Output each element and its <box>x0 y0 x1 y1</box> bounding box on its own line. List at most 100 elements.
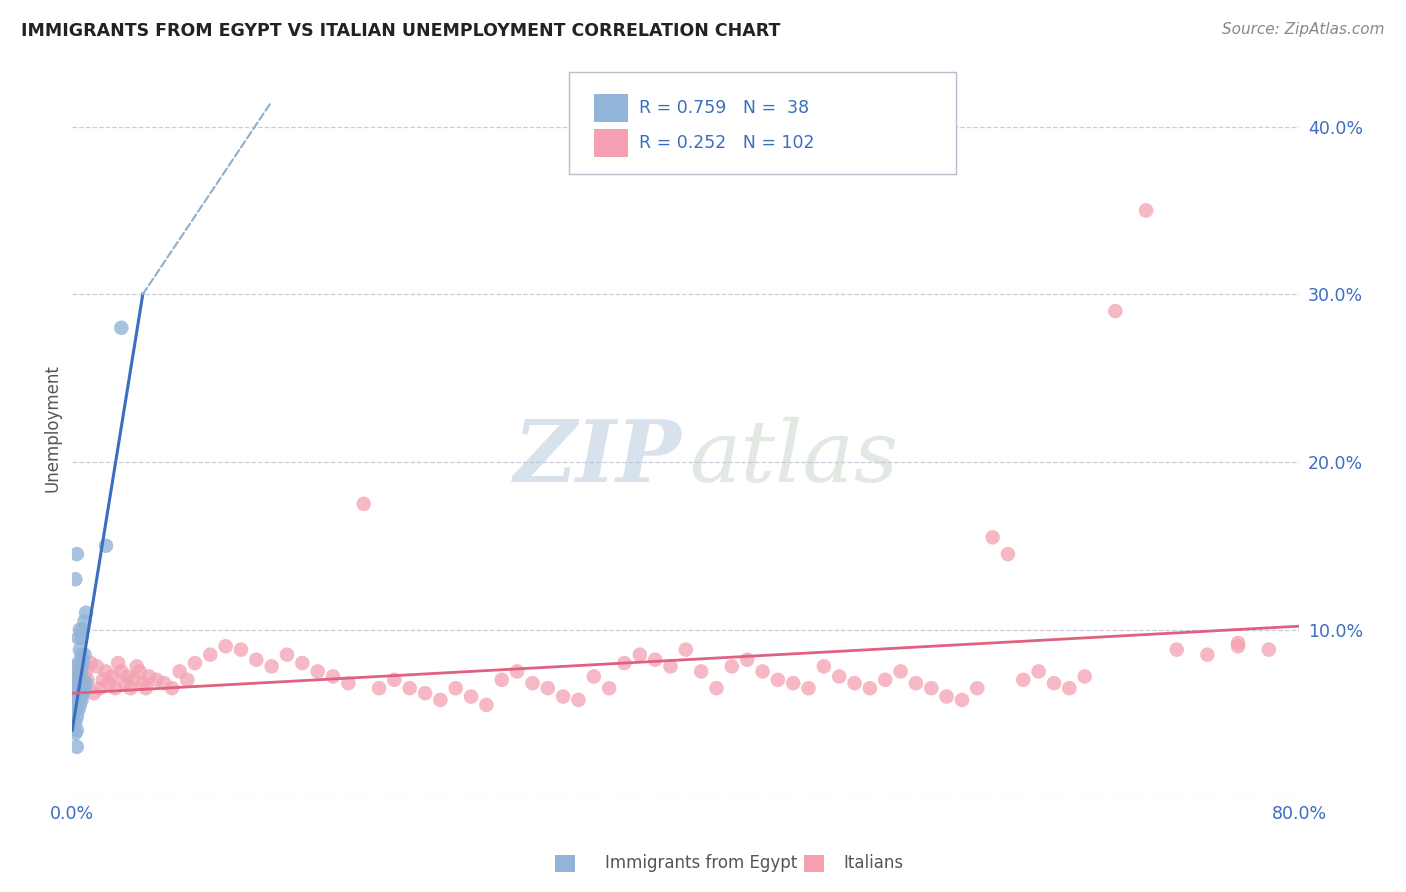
Point <box>117 669 139 683</box>
Point <box>70 665 93 679</box>
Point <box>110 665 132 679</box>
Point <box>145 673 167 687</box>
Point <box>70 665 93 679</box>
Point <box>1073 669 1095 683</box>
Point <box>62 706 84 721</box>
Point <box>65 676 87 690</box>
Point <box>981 530 1004 544</box>
Bar <box>593 129 628 157</box>
Text: Immigrants from Egypt: Immigrants from Egypt <box>605 855 797 872</box>
Point <box>950 693 973 707</box>
Point <box>122 673 145 687</box>
Point <box>73 648 96 662</box>
Point <box>69 642 91 657</box>
Point <box>797 681 820 696</box>
Point <box>65 714 87 729</box>
Point <box>659 659 682 673</box>
Point <box>69 669 91 683</box>
Point <box>89 681 111 696</box>
Point <box>491 673 513 687</box>
Point <box>828 669 851 683</box>
Point <box>72 656 94 670</box>
Point <box>69 623 91 637</box>
Point <box>107 656 129 670</box>
Point <box>125 659 148 673</box>
Point <box>72 676 94 690</box>
Point <box>98 676 121 690</box>
Point <box>70 648 93 662</box>
Point <box>120 681 142 696</box>
Point <box>460 690 482 704</box>
Point <box>1028 665 1050 679</box>
Point <box>67 703 90 717</box>
Text: IMMIGRANTS FROM EGYPT VS ITALIAN UNEMPLOYMENT CORRELATION CHART: IMMIGRANTS FROM EGYPT VS ITALIAN UNEMPLO… <box>21 22 780 40</box>
Text: R = 0.252   N = 102: R = 0.252 N = 102 <box>640 134 814 152</box>
Point <box>904 676 927 690</box>
Point <box>65 698 87 712</box>
Point <box>62 673 84 687</box>
Text: ZIP: ZIP <box>515 417 682 500</box>
Point <box>66 723 89 737</box>
Point <box>1197 648 1219 662</box>
Point <box>1043 676 1066 690</box>
Point <box>75 676 97 690</box>
Point <box>65 572 87 586</box>
Text: Italians: Italians <box>844 855 904 872</box>
Text: R = 0.759   N =  38: R = 0.759 N = 38 <box>640 98 810 117</box>
Point <box>128 665 150 679</box>
Point <box>413 686 436 700</box>
Point <box>67 681 90 696</box>
Point <box>598 681 620 696</box>
Point <box>65 681 87 696</box>
Point <box>73 681 96 696</box>
Point <box>444 681 467 696</box>
Point <box>132 676 155 690</box>
Point <box>66 739 89 754</box>
Point <box>582 669 605 683</box>
Point <box>353 497 375 511</box>
Point <box>1012 673 1035 687</box>
Point <box>65 676 87 690</box>
Point <box>291 656 314 670</box>
Point <box>307 665 329 679</box>
FancyBboxPatch shape <box>569 72 956 174</box>
Point <box>101 669 124 683</box>
Point <box>245 653 267 667</box>
Point <box>169 665 191 679</box>
Point <box>429 693 451 707</box>
Point <box>94 665 117 679</box>
Point <box>1059 681 1081 696</box>
Point <box>86 659 108 673</box>
Point <box>1166 642 1188 657</box>
Text: atlas: atlas <box>689 417 898 500</box>
Point <box>690 665 713 679</box>
Point <box>276 648 298 662</box>
Point <box>935 690 957 704</box>
Point <box>66 690 89 704</box>
Y-axis label: Unemployment: Unemployment <box>44 365 60 492</box>
Point <box>73 614 96 628</box>
Point <box>966 681 988 696</box>
Point <box>382 673 405 687</box>
Point <box>83 686 105 700</box>
Point <box>112 676 135 690</box>
Point <box>66 659 89 673</box>
Point <box>200 648 222 662</box>
Point <box>160 681 183 696</box>
Point <box>644 653 666 667</box>
Point <box>69 698 91 712</box>
Point <box>69 673 91 687</box>
Point <box>260 659 283 673</box>
Point <box>1257 642 1279 657</box>
Point <box>628 648 651 662</box>
Point <box>73 681 96 696</box>
Point <box>1227 640 1250 654</box>
Point <box>475 698 498 712</box>
Point <box>66 686 89 700</box>
Point <box>337 676 360 690</box>
Point <box>368 681 391 696</box>
Point <box>75 606 97 620</box>
Point <box>859 681 882 696</box>
Point <box>766 673 789 687</box>
Point <box>706 681 728 696</box>
